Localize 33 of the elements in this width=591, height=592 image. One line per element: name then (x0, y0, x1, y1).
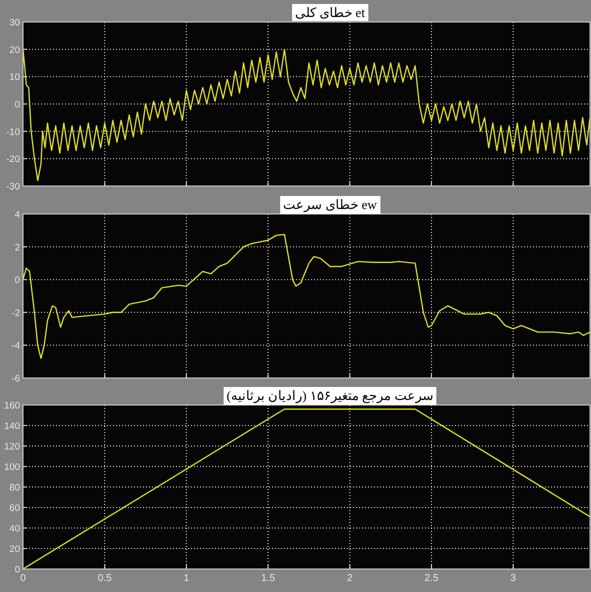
y-tick-label: -4 (12, 340, 20, 352)
y-tick-label: -6 (12, 374, 20, 384)
x-tick-label: 1 (184, 573, 190, 584)
y-tick-label: 0 (14, 564, 20, 576)
y-tick-label: 2 (14, 242, 20, 254)
chart-title: خطای کلی et (295, 5, 366, 20)
y-tick-label: 120 (4, 442, 20, 452)
y-tick-label: -30 (6, 182, 20, 192)
y-tick-label: 30 (9, 18, 20, 28)
y-tick-label: -10 (6, 126, 20, 138)
y-tick-label: 4 (14, 210, 20, 220)
x-tick-label: 2 (347, 573, 354, 584)
x-tick-label: 2.5 (424, 573, 439, 584)
y-tick-label: 100 (4, 462, 20, 473)
y-tick-label: 140 (4, 421, 20, 432)
x-tick-label: 3 (510, 573, 516, 584)
chart-title: سرعت مرجع متغیر۱۵۶ (رادیان برثانیه) (226, 388, 434, 404)
y-tick-label: 160 (4, 400, 20, 412)
y-tick-label: 10 (9, 72, 20, 84)
y-tick-label: 0 (14, 100, 20, 110)
y-tick-label: -20 (6, 154, 20, 166)
y-tick-label: 80 (9, 482, 20, 494)
y-tick-label: -2 (12, 308, 20, 319)
y-tick-label: 0 (14, 275, 20, 286)
x-tick-label: 0.5 (98, 573, 112, 584)
line-series (23, 48, 590, 182)
line-series (23, 234, 590, 359)
chart-title: خطای سرعت ew (283, 197, 378, 213)
y-tick-label: 20 (9, 544, 20, 555)
y-tick-label: 60 (9, 503, 20, 514)
y-tick-label: 40 (9, 524, 20, 534)
y-tick-label: 20 (9, 44, 20, 56)
x-tick-label: 1.5 (261, 573, 276, 584)
